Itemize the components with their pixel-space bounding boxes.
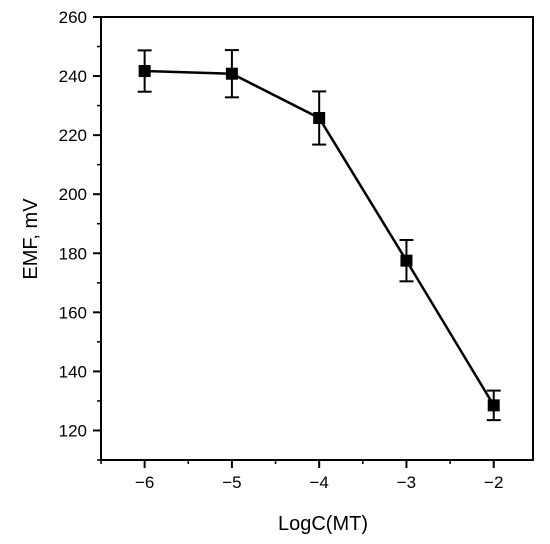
x-tick-label: −4 — [309, 473, 328, 492]
data-point — [487, 399, 500, 412]
y-tick-label: 140 — [59, 362, 87, 381]
x-tick-label: −6 — [135, 473, 154, 492]
plot-border — [100, 16, 534, 461]
x-tick-label: −2 — [484, 473, 503, 492]
y-tick-label: 120 — [59, 421, 87, 440]
y-tick-label: 200 — [59, 185, 87, 204]
data-point — [138, 65, 151, 78]
y-axis-label: EMF, mV — [20, 198, 42, 280]
y-tick-label: 180 — [59, 244, 87, 263]
y-tick-label: 260 — [59, 8, 87, 27]
plot-frame — [100, 16, 534, 461]
data-point — [225, 67, 238, 80]
data-point — [400, 254, 413, 267]
x-axis-label: LogC(MT) — [278, 513, 368, 535]
data-series — [137, 49, 501, 422]
tick-labels: −6 −5 −4 −3 −2 120 140 160 180 200 220 240 260 — [59, 8, 504, 492]
y-tick-label: 160 — [59, 303, 87, 322]
y-tick-label: 220 — [59, 126, 87, 145]
y-tick-label: 240 — [59, 67, 87, 86]
x-tick-label: −5 — [222, 473, 241, 492]
x-tick-label: −3 — [397, 473, 416, 492]
data-point — [313, 112, 326, 125]
axis-ticks — [93, 16, 495, 468]
